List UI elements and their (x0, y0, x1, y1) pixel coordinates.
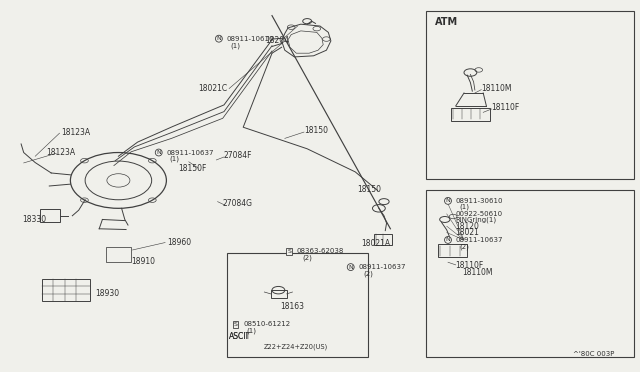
Bar (426, 11, 634, 179)
Text: N: N (445, 198, 451, 203)
Text: 18021C: 18021C (198, 84, 228, 93)
Text: 08510-61212: 08510-61212 (243, 321, 291, 327)
Text: ASCIT: ASCIT (229, 332, 252, 341)
Text: 18150: 18150 (357, 185, 381, 194)
Text: 18330: 18330 (22, 215, 47, 224)
Text: Z22+Z24+Z20(US): Z22+Z24+Z20(US) (264, 343, 328, 350)
Bar (40, 209, 60, 222)
Text: ATM: ATM (435, 17, 458, 27)
Text: ^'80C 003P: ^'80C 003P (573, 351, 614, 357)
Text: (1): (1) (170, 156, 180, 163)
Text: 18204: 18204 (266, 36, 289, 45)
Text: N: N (156, 150, 161, 155)
Bar (106, 247, 131, 262)
Text: 18123A: 18123A (61, 128, 90, 137)
Text: 08911-10637: 08911-10637 (358, 264, 406, 270)
Text: 18150F: 18150F (178, 164, 206, 173)
Text: 27084G: 27084G (223, 199, 253, 208)
Bar (374, 234, 392, 245)
Text: (1): (1) (230, 42, 241, 49)
Text: (2): (2) (460, 243, 469, 250)
Bar (438, 244, 467, 257)
Text: N: N (445, 237, 451, 243)
Text: 27084F: 27084F (224, 151, 253, 160)
Text: (2): (2) (302, 254, 312, 261)
Text: S: S (287, 248, 291, 254)
Text: 08911-10637: 08911-10637 (456, 237, 503, 243)
Text: 18120: 18120 (456, 222, 479, 231)
Text: 18110M: 18110M (481, 84, 512, 93)
Text: 08363-62038: 08363-62038 (296, 248, 344, 254)
Bar (451, 108, 490, 121)
Text: 18021A: 18021A (362, 239, 391, 248)
Text: N: N (348, 264, 353, 270)
Text: 08911-30610: 08911-30610 (456, 198, 503, 204)
Text: 18150: 18150 (305, 126, 329, 135)
Text: 08911-10637: 08911-10637 (166, 150, 214, 155)
Text: 18910: 18910 (131, 257, 155, 266)
Text: (2): (2) (364, 270, 373, 277)
Text: 18110F: 18110F (456, 262, 484, 270)
Text: (1): (1) (460, 204, 470, 211)
Text: S: S (234, 322, 237, 327)
Bar (426, 190, 634, 357)
Text: RINGring(1): RINGring(1) (456, 217, 497, 224)
Bar (271, 290, 287, 298)
Text: 18110F: 18110F (492, 103, 520, 112)
Text: 18163: 18163 (280, 302, 305, 311)
Bar (227, 253, 368, 357)
Text: 08911-10610: 08911-10610 (227, 36, 274, 42)
Text: 18123A: 18123A (46, 148, 76, 157)
Text: 00922-50610: 00922-50610 (456, 211, 503, 217)
Text: 18930: 18930 (95, 289, 119, 298)
Text: 18960: 18960 (168, 238, 192, 247)
Text: 18021: 18021 (456, 228, 479, 237)
Bar (42, 279, 90, 301)
Text: (1): (1) (246, 327, 257, 334)
Text: ASCII: ASCII (229, 332, 249, 341)
Text: 18110M: 18110M (462, 268, 493, 277)
Text: N: N (216, 36, 221, 41)
